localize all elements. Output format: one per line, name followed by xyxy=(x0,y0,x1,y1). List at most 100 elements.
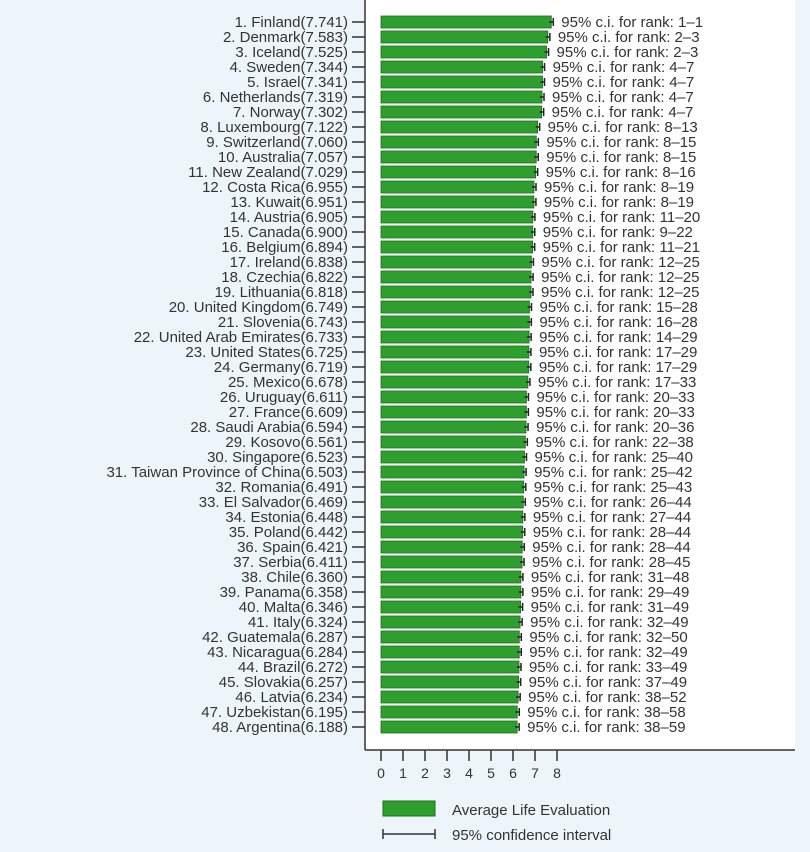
category-label: 2. Denmark(7.583) xyxy=(223,29,348,46)
bar-row: 45. Slovakia(6.257) 95% c.i. for rank: 37… xyxy=(219,674,687,691)
legend: Average Life Evaluation 95% confidence i… xyxy=(382,800,611,844)
x-tick-label: 6 xyxy=(509,765,517,781)
bar xyxy=(380,660,520,674)
bar-row: 29. Kosovo(6.561) 95% c.i. for rank: 22–3… xyxy=(225,434,693,451)
legend-label-ci: 95% confidence interval xyxy=(452,827,611,844)
rank-ci-label: 95% c.i. for rank: 1–1 xyxy=(561,14,703,31)
rank-ci-label: 95% c.i. for rank: 14–29 xyxy=(539,329,697,346)
rank-ci-label: 95% c.i. for rank: 20–33 xyxy=(536,404,694,421)
bar xyxy=(380,675,520,689)
category-label: 19. Lithuania(6.818) xyxy=(215,284,348,301)
bar-row: 8. Luxembourg(7.122) 95% c.i. for rank: 8… xyxy=(200,119,697,136)
rank-ci-label: 95% c.i. for rank: 8–15 xyxy=(546,134,696,151)
bar-row: 47. Uzbekistan(6.195) 95% c.i. for rank: … xyxy=(201,704,685,721)
bar-row: 32. Romania(6.491) 95% c.i. for rank: 25–… xyxy=(215,479,692,496)
category-label: 15. Canada(6.900) xyxy=(223,224,348,241)
bar-row: 18. Czechia(6.822) 95% c.i. for rank: 12–… xyxy=(221,269,699,286)
bar xyxy=(380,480,525,494)
rank-ci-label: 95% c.i. for rank: 28–44 xyxy=(532,539,690,556)
category-label: 35. Poland(6.442) xyxy=(229,524,348,541)
bar-row: 14. Austria(6.905) 95% c.i. for rank: 11–… xyxy=(230,209,701,226)
bar-row: 11. New Zealand(7.029) 95% c.i. for rank:… xyxy=(188,164,696,181)
rank-ci-label: 95% c.i. for rank: 8–19 xyxy=(544,179,694,196)
bar-row: 20. United Kingdom(6.749) 95% c.i. for ra… xyxy=(169,299,698,316)
category-label: 44. Brazil(6.272) xyxy=(238,659,348,676)
category-label: 12. Costa Rica(6.955) xyxy=(202,179,348,196)
category-label: 26. Uruguay(6.611) xyxy=(220,389,348,406)
bar xyxy=(380,570,522,584)
bar xyxy=(380,375,529,389)
rank-ci-label: 95% c.i. for rank: 32–49 xyxy=(530,614,688,631)
x-tick-label: 0 xyxy=(377,765,385,781)
bar xyxy=(380,405,527,419)
bar-row: 12. Costa Rica(6.955) 95% c.i. for rank: … xyxy=(202,179,694,196)
bar xyxy=(380,600,522,614)
rank-ci-label: 95% c.i. for rank: 38–58 xyxy=(527,704,685,721)
rank-ci-label: 95% c.i. for rank: 4–7 xyxy=(553,74,695,91)
category-label: 5. Israel(7.341) xyxy=(247,74,348,91)
rank-ci-label: 95% c.i. for rank: 4–7 xyxy=(552,89,694,106)
rank-ci-label: 95% c.i. for rank: 25–43 xyxy=(534,479,692,496)
rank-ci-label: 95% c.i. for rank: 22–38 xyxy=(535,434,693,451)
rank-ci-label: 95% c.i. for rank: 26–44 xyxy=(533,494,691,511)
category-label: 40. Malta(6.346) xyxy=(239,599,348,616)
bar xyxy=(380,705,518,719)
category-label: 41. Italy(6.324) xyxy=(248,614,348,631)
bar-row: 31. Taiwan Province of China(6.503) 95% c… xyxy=(106,464,692,481)
category-label: 22. United Arab Emirates(6.733) xyxy=(134,329,348,346)
category-label: 28. Saudi Arabia(6.594) xyxy=(190,419,348,436)
rank-ci-label: 95% c.i. for rank: 31–48 xyxy=(531,569,689,586)
bar-row: 38. Chile(6.360) 95% c.i. for rank: 31–48 xyxy=(241,569,689,586)
category-label: 3. Iceland(7.525) xyxy=(235,44,348,61)
category-label: 42. Guatemala(6.287) xyxy=(202,629,348,646)
bar-row: 10. Australia(7.057) 95% c.i. for rank: 8… xyxy=(218,149,696,166)
rank-ci-label: 95% c.i. for rank: 28–44 xyxy=(533,524,691,541)
category-label: 46. Latvia(6.234) xyxy=(235,689,348,706)
bar xyxy=(380,315,530,329)
x-tick-label: 5 xyxy=(487,765,495,781)
rank-ci-label: 95% c.i. for rank: 2–3 xyxy=(557,44,699,61)
bar xyxy=(380,195,535,209)
bar-row: 35. Poland(6.442) 95% c.i. for rank: 28–4… xyxy=(229,524,691,541)
category-label: 17. Ireland(6.838) xyxy=(230,254,348,271)
category-label: 13. Kuwait(6.951) xyxy=(230,194,348,211)
bar xyxy=(380,150,537,164)
bar-row: 7. Norway(7.302) 95% c.i. for rank: 4–7 xyxy=(233,104,693,121)
bar xyxy=(380,90,543,104)
bar xyxy=(380,135,537,149)
bar xyxy=(380,45,547,59)
bar xyxy=(380,120,539,134)
bar xyxy=(380,435,526,449)
rank-ci-label: 95% c.i. for rank: 12–25 xyxy=(541,284,699,301)
bar-row: 13. Kuwait(6.951) 95% c.i. for rank: 8–19 xyxy=(230,194,694,211)
bar xyxy=(380,630,520,644)
bar-row: 5. Israel(7.341) 95% c.i. for rank: 4–7 xyxy=(247,74,694,91)
rank-ci-label: 95% c.i. for rank: 17–29 xyxy=(539,359,697,376)
category-label: 30. Singapore(6.523) xyxy=(207,449,348,466)
bar xyxy=(380,15,552,29)
bar xyxy=(380,225,534,239)
rank-ci-label: 95% c.i. for rank: 17–33 xyxy=(538,374,696,391)
bar xyxy=(380,510,524,524)
category-label: 14. Austria(6.905) xyxy=(230,209,348,226)
bar-row: 23. United States(6.725) 95% c.i. for ran… xyxy=(185,344,697,361)
category-label: 25. Mexico(6.678) xyxy=(228,374,348,391)
rank-ci-label: 95% c.i. for rank: 33–49 xyxy=(529,659,687,676)
category-label: 34. Estonia(6.448) xyxy=(225,509,348,526)
bar-row: 22. United Arab Emirates(6.733) 95% c.i. … xyxy=(134,329,698,346)
bar-row: 4. Sweden(7.344) 95% c.i. for rank: 4–7 xyxy=(230,59,695,76)
category-label: 18. Czechia(6.822) xyxy=(221,269,348,286)
legend-label-bar: Average Life Evaluation xyxy=(452,802,610,819)
category-label: 38. Chile(6.360) xyxy=(241,569,348,586)
rank-ci-label: 95% c.i. for rank: 28–45 xyxy=(532,554,690,571)
category-label: 24. Germany(6.719) xyxy=(214,359,348,376)
bar xyxy=(380,690,519,704)
bar-row: 40. Malta(6.346) 95% c.i. for rank: 31–49 xyxy=(239,599,689,616)
bar xyxy=(380,210,534,224)
category-label: 1. Finland(7.741) xyxy=(235,14,348,31)
category-label: 43. Nicaragua(6.284) xyxy=(207,644,348,661)
category-label: 47. Uzbekistan(6.195) xyxy=(201,704,348,721)
x-tick-label: 3 xyxy=(443,765,451,781)
